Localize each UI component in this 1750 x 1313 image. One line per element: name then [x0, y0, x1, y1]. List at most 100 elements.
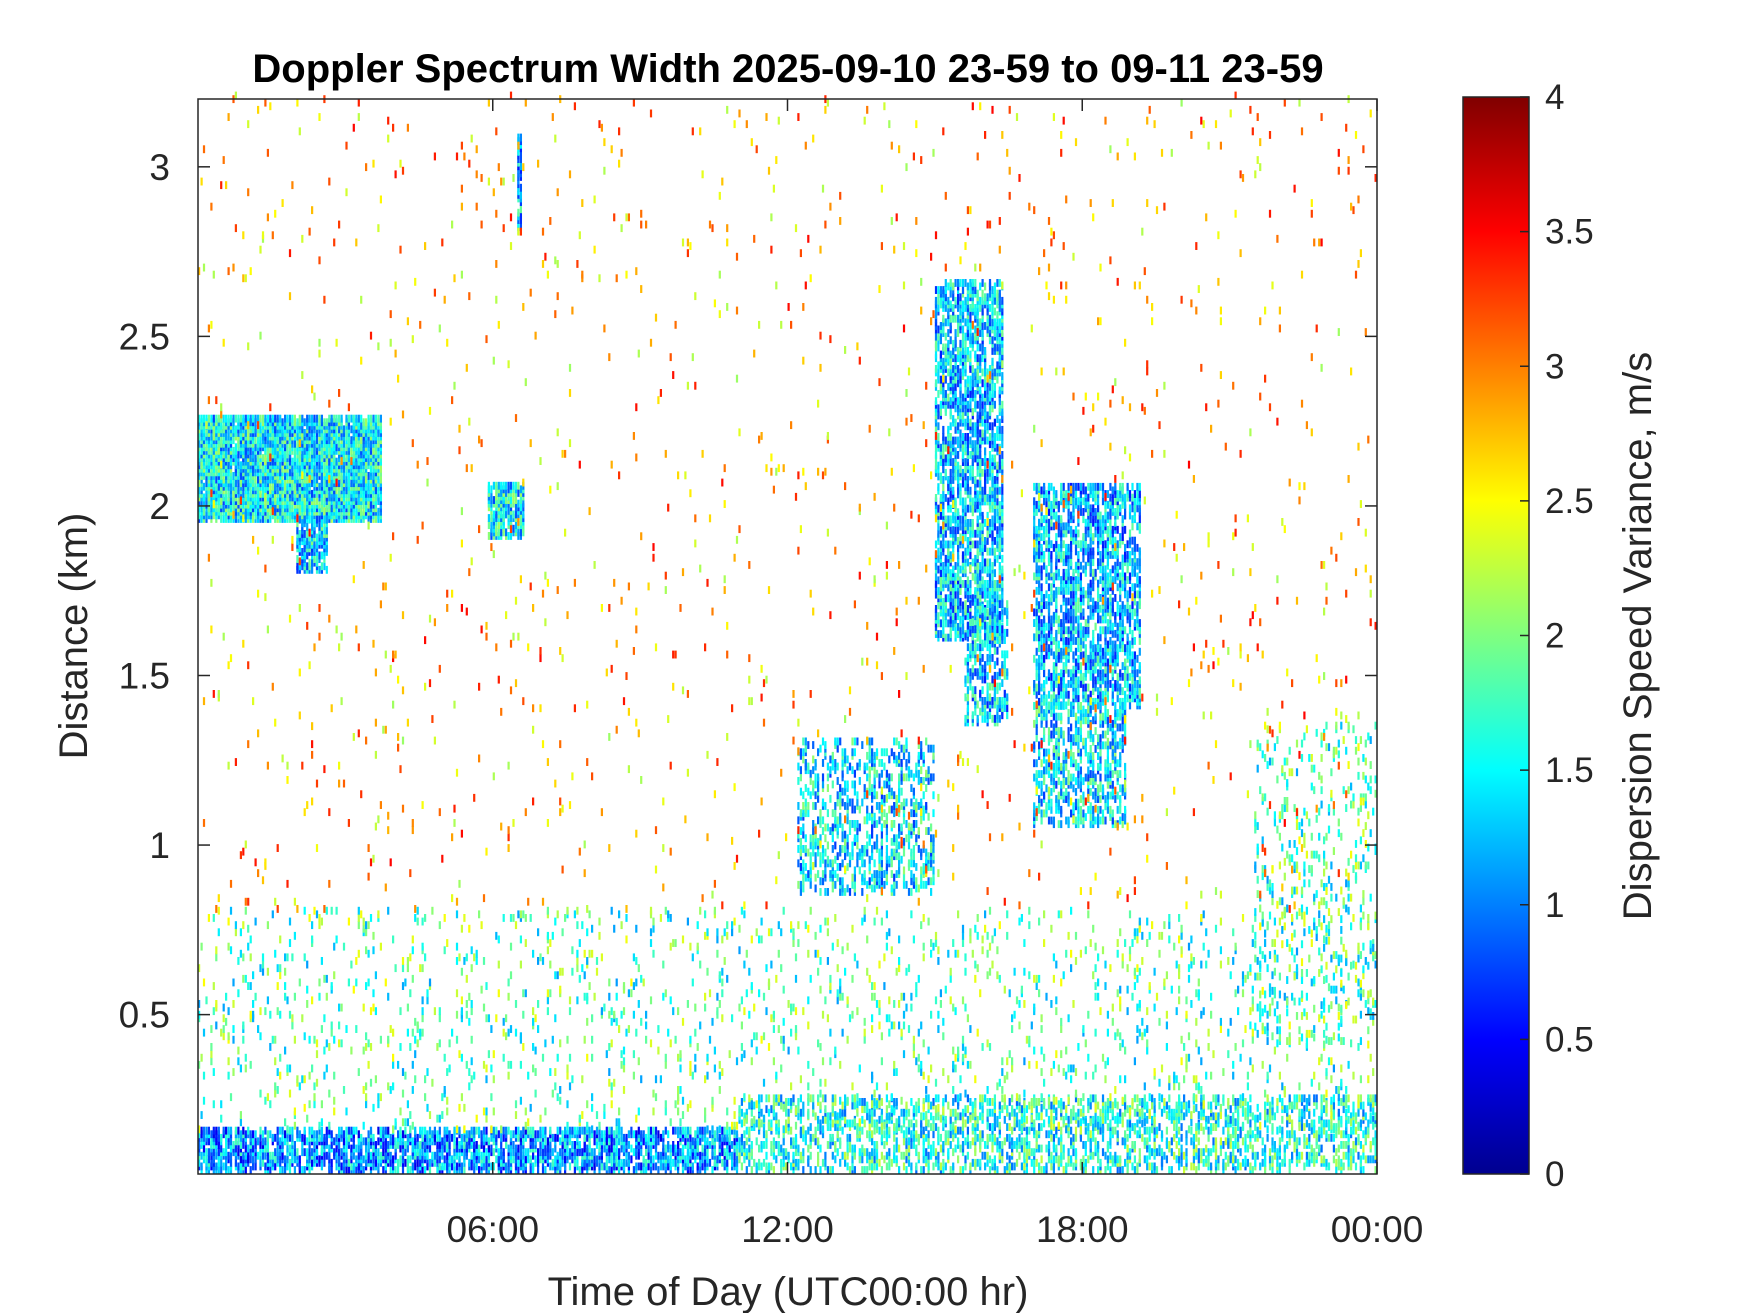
- heatmap-cell: [1047, 572, 1051, 581]
- heatmap-cell: [198, 414, 201, 423]
- heatmap-cell: [974, 587, 977, 595]
- heatmap-cell: [986, 436, 989, 445]
- heatmap-cell: [1074, 561, 1078, 570]
- heatmap-cell: [288, 414, 292, 423]
- heatmap-cell: [514, 496, 518, 504]
- heatmap-cell: [1001, 679, 1004, 687]
- heatmap-cell: [942, 314, 945, 323]
- heatmap-cell: [969, 314, 972, 323]
- heatmap-cell: [1035, 597, 1038, 606]
- heatmap-cell: [1094, 622, 1097, 631]
- heatmap-cell: [1097, 644, 1100, 653]
- heatmap-cell: [1057, 697, 1060, 706]
- heatmap-cell: [984, 565, 987, 574]
- heatmap-cell: [1001, 296, 1004, 305]
- heatmap-cell: [232, 414, 235, 423]
- heatmap-cell: [1089, 611, 1092, 620]
- heatmap-cell: [981, 322, 984, 330]
- heatmap-cell: [1072, 665, 1075, 674]
- heatmap-cell: [952, 486, 955, 495]
- heatmap-cell: [1101, 647, 1105, 656]
- heatmap-cell: [291, 414, 294, 423]
- heatmap-cell: [1074, 482, 1078, 491]
- heatmap-cell: [991, 654, 994, 662]
- heatmap-cell: [974, 476, 977, 484]
- heatmap-cell: [934, 365, 938, 373]
- heatmap-cell: [974, 350, 977, 359]
- heatmap-cell: [954, 626, 957, 635]
- heatmap-cell: [939, 619, 943, 628]
- heatmap-cell: [947, 382, 950, 391]
- heatmap-cell: [215, 482, 218, 491]
- heatmap-cell: [964, 607, 967, 616]
- heatmap-cell: [939, 350, 943, 359]
- heatmap-cell: [342, 454, 346, 462]
- heatmap-cell: [254, 482, 257, 491]
- heatmap-cell: [320, 551, 324, 560]
- heatmap-cell: [934, 494, 938, 502]
- heatmap-cell: [971, 632, 974, 641]
- heatmap-cell: [939, 551, 943, 560]
- heatmap-cell: [325, 418, 328, 427]
- heatmap-cell: [966, 654, 970, 662]
- heatmap-cell: [979, 436, 982, 445]
- heatmap-cell: [254, 443, 257, 452]
- heatmap-cell: [1070, 633, 1073, 642]
- heatmap-cell: [981, 354, 984, 363]
- heatmap-cell: [519, 212, 523, 221]
- heatmap-cell: [944, 529, 947, 538]
- heatmap-cell: [986, 558, 989, 567]
- heatmap-cell: [1087, 554, 1090, 563]
- heatmap-cell: [984, 537, 987, 545]
- heatmap-cell: [372, 472, 375, 480]
- heatmap-cell: [279, 468, 282, 477]
- heatmap-cell: [335, 457, 338, 466]
- heatmap-cell: [1055, 572, 1058, 581]
- heatmap-cell: [1087, 701, 1090, 710]
- heatmap-cell: [517, 489, 520, 497]
- heatmap-cell: [318, 414, 321, 423]
- heatmap-cell: [952, 526, 955, 535]
- heatmap-cell: [944, 436, 947, 445]
- heatmap-cell: [993, 625, 997, 634]
- heatmap-cell: [367, 482, 370, 491]
- heatmap-cell: [1045, 490, 1048, 498]
- heatmap-cell: [942, 540, 945, 549]
- heatmap-cell: [1082, 565, 1085, 574]
- heatmap-cell: [1055, 511, 1058, 520]
- heatmap-cell: [271, 482, 274, 491]
- heatmap-cell: [969, 668, 972, 677]
- heatmap-cell: [330, 439, 333, 448]
- heatmap-cell: [993, 476, 997, 484]
- heatmap-cell: [1047, 644, 1051, 653]
- heatmap-cell: [939, 494, 943, 502]
- heatmap-cell: [998, 336, 1001, 345]
- heatmap-cell: [1072, 637, 1075, 645]
- heatmap-cell: [357, 457, 360, 466]
- heatmap-cell: [959, 605, 962, 613]
- heatmap-cell: [1084, 626, 1087, 635]
- heatmap-cell: [979, 397, 982, 406]
- heatmap-cell: [998, 433, 1001, 441]
- heatmap-cell: [1072, 651, 1075, 660]
- heatmap-cell: [979, 689, 982, 698]
- heatmap-cell: [1040, 533, 1043, 541]
- heatmap-cell: [1003, 689, 1006, 698]
- heatmap-cell: [988, 619, 992, 628]
- heatmap-cell: [1001, 440, 1004, 449]
- heatmap-cell: [362, 507, 365, 516]
- heatmap-cell: [1045, 694, 1048, 703]
- heatmap-cell: [237, 450, 240, 459]
- heatmap-cell: [939, 630, 943, 638]
- heatmap-cell: [1052, 672, 1056, 681]
- heatmap-cell: [1060, 529, 1063, 538]
- heatmap-cell: [222, 421, 225, 430]
- heatmap-cell: [966, 447, 970, 456]
- heatmap-cell: [959, 490, 962, 499]
- heatmap-cell: [497, 521, 500, 530]
- heatmap-cell: [934, 540, 938, 549]
- heatmap-cell: [225, 493, 228, 502]
- heatmap-cell: [957, 537, 960, 545]
- heatmap-cell: [1094, 568, 1097, 577]
- heatmap-cell: [1043, 551, 1046, 559]
